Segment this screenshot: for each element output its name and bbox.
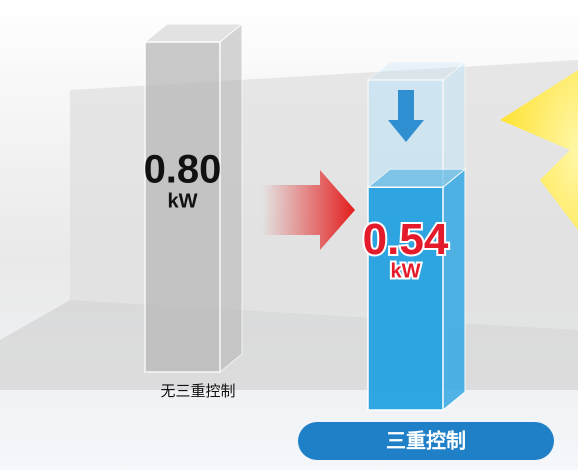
value-label: 0.80 — [144, 148, 222, 192]
down-arrow — [388, 90, 424, 142]
bar — [144, 41, 221, 373]
category-label: 无三重控制 — [160, 383, 235, 400]
burst — [500, 70, 578, 230]
bar — [367, 186, 444, 411]
category-pill — [298, 422, 554, 460]
unit-label: kW — [168, 190, 198, 212]
bar-side — [219, 22, 243, 374]
category-label: 三重控制 — [386, 428, 466, 452]
unit-label: kW — [391, 261, 421, 283]
value-label: 0.54 — [363, 215, 449, 264]
bar-side — [442, 168, 466, 412]
arrow — [262, 170, 355, 250]
